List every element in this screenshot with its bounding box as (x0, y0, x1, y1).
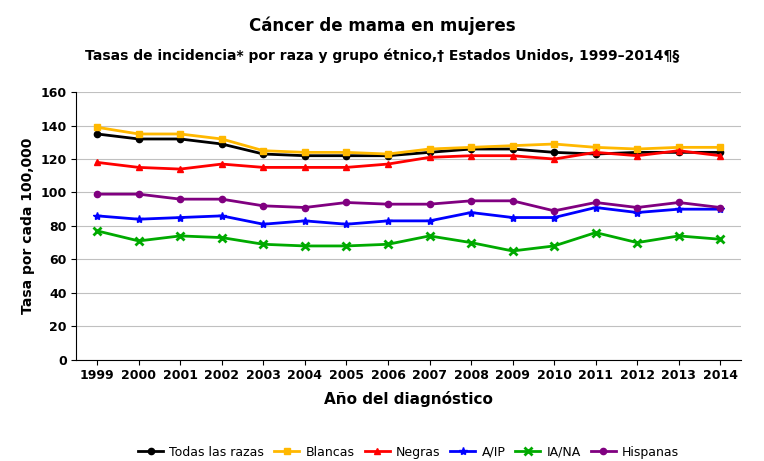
Text: Tasas de incidencia* por raza y grupo étnico,† Estados Unidos, 1999–2014¶§: Tasas de incidencia* por raza y grupo ét… (85, 48, 679, 63)
Legend: Todas las razas, Blancas, Negras, A/IP, IA/NA, Hispanas: Todas las razas, Blancas, Negras, A/IP, … (133, 441, 685, 461)
X-axis label: Año del diagnóstico: Año del diagnóstico (324, 390, 494, 407)
Text: Cáncer de mama en mujeres: Cáncer de mama en mujeres (249, 16, 515, 35)
Y-axis label: Tasa por cada 100,000: Tasa por cada 100,000 (21, 138, 35, 314)
